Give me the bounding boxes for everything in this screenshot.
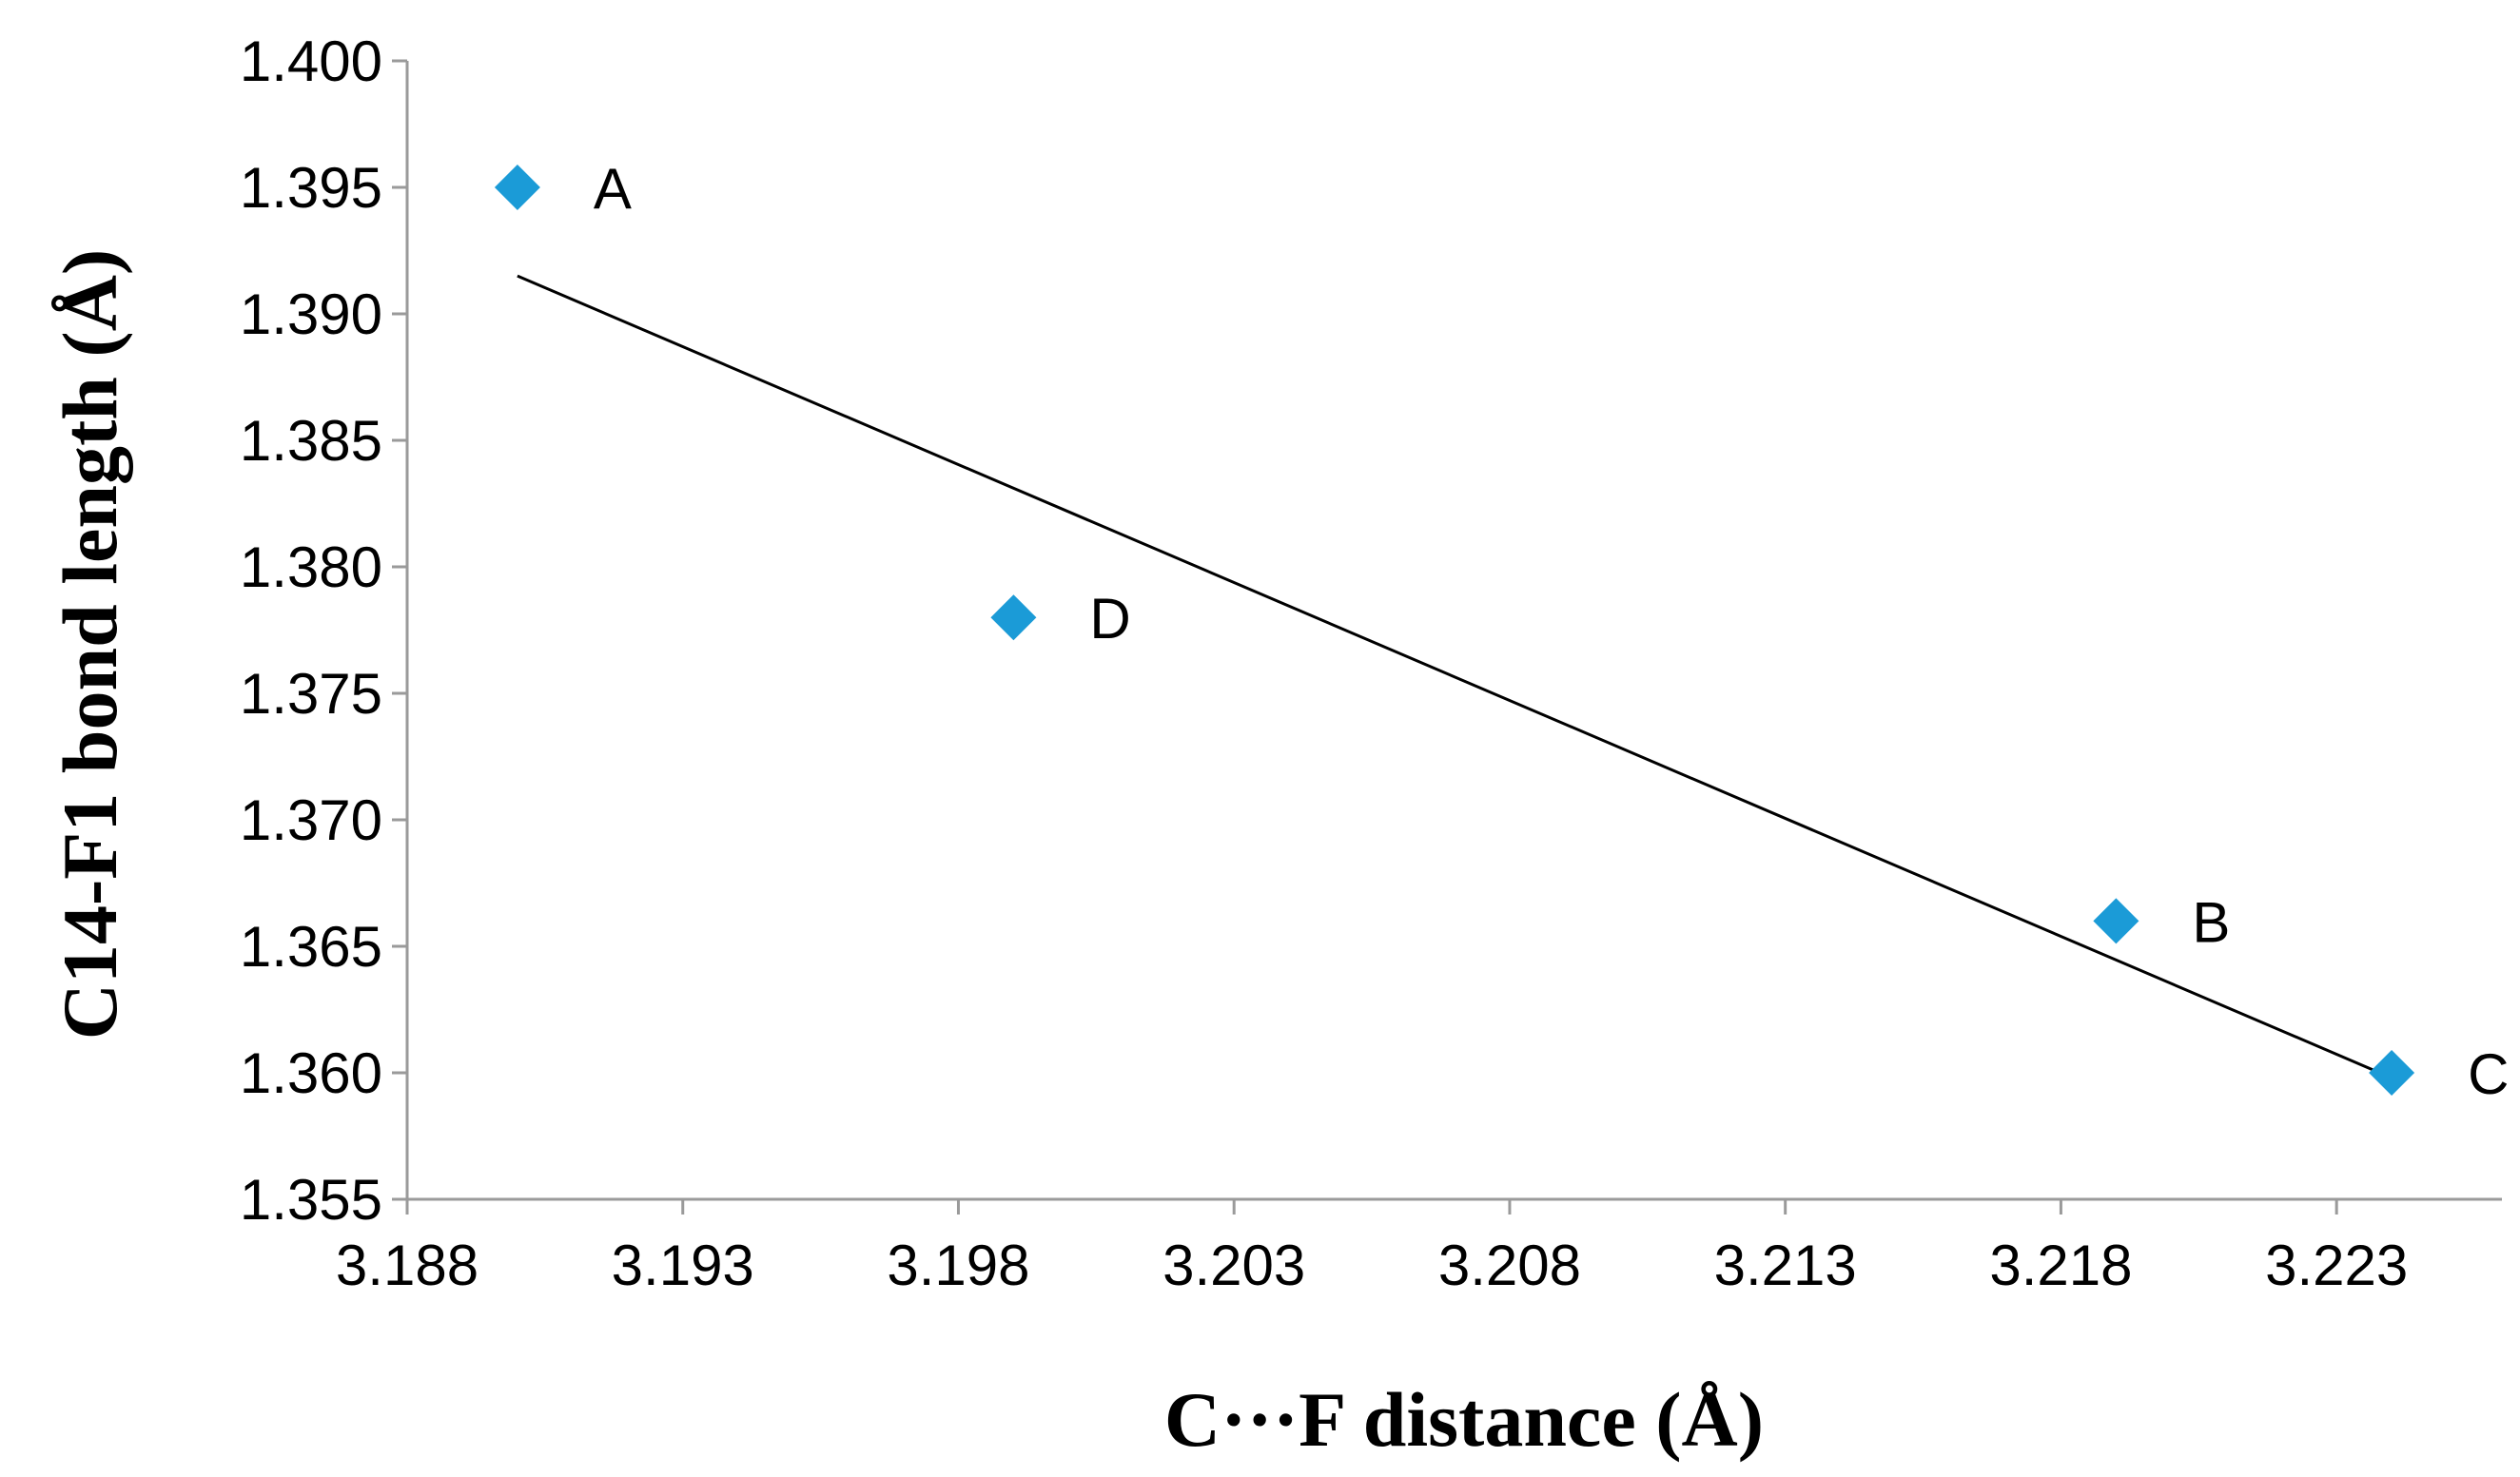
x-tick-label: 3.203 — [1162, 1234, 1305, 1297]
x-tick-label: 3.208 — [1438, 1234, 1581, 1297]
y-axis-title: C14-F1 bond length (Å) — [47, 249, 133, 1040]
data-label-d: D — [1089, 587, 1130, 651]
y-tick-label: 1.395 — [240, 156, 382, 220]
y-tick-label: 1.400 — [240, 29, 382, 93]
data-label-c: C — [2468, 1042, 2509, 1106]
data-point-a — [494, 165, 540, 210]
y-tick-label: 1.385 — [240, 409, 382, 473]
x-tick-label: 3.223 — [2265, 1234, 2408, 1297]
y-tick-label: 1.355 — [240, 1168, 382, 1232]
y-tick-label: 1.375 — [240, 662, 382, 726]
x-tick-label: 3.198 — [887, 1234, 1029, 1297]
trendline — [517, 274, 2393, 1079]
x-axis-ticks: 3.188 3.193 3.198 3.203 3.208 3.213 3.218 3.223 — [336, 1199, 2408, 1297]
y-tick-label: 1.380 — [240, 535, 382, 599]
data-points: A D B C — [494, 157, 2509, 1106]
data-point-c — [2369, 1050, 2415, 1096]
x-tick-label: 3.213 — [1714, 1234, 1857, 1297]
x-tick-label: 3.193 — [612, 1234, 754, 1297]
y-tick-label: 1.390 — [240, 282, 382, 346]
data-point-b — [2093, 898, 2139, 944]
data-label-a: A — [594, 157, 632, 221]
y-tick-label: 1.365 — [240, 915, 382, 979]
y-tick-label: 1.360 — [240, 1041, 382, 1105]
axes — [405, 61, 2502, 1201]
x-axis-title: C···F distance (Å) — [1164, 1376, 1764, 1463]
data-label-b: B — [2192, 890, 2230, 954]
y-axis-ticks: 1.400 1.395 1.390 1.385 1.380 1.375 1.370 1.365… — [240, 29, 407, 1232]
y-tick-label: 1.370 — [240, 788, 382, 852]
x-tick-label: 3.188 — [336, 1234, 479, 1297]
x-tick-label: 3.218 — [1989, 1234, 2132, 1297]
data-point-d — [990, 594, 1037, 641]
